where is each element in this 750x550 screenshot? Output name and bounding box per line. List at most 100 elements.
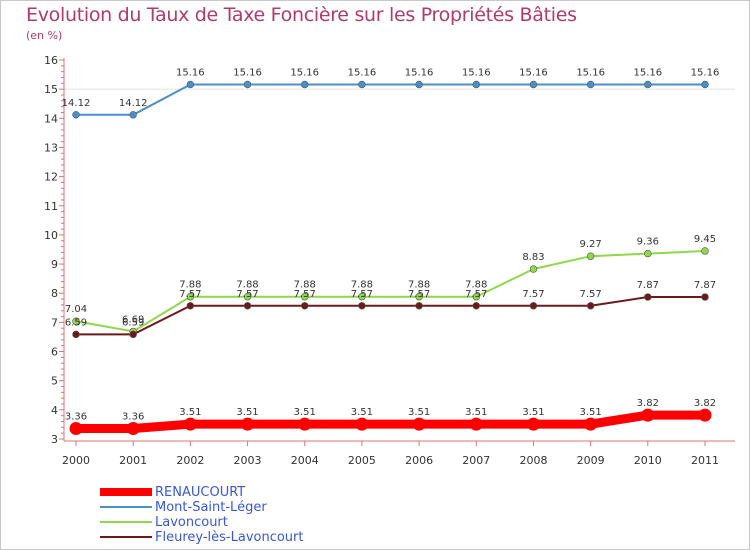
legend-swatch: [100, 506, 152, 508]
x-tick-label: 2001: [119, 454, 147, 467]
data-label: 3.51: [465, 407, 487, 418]
data-point: [186, 80, 195, 89]
y-tick-label: 11: [44, 200, 58, 213]
data-point: [412, 417, 426, 431]
data-point: [358, 80, 366, 89]
data-point: [586, 80, 595, 89]
chart-title: Evolution du Taux de Taxe Foncière sur l…: [26, 4, 577, 26]
data-label: 7.57: [236, 289, 258, 300]
data-point: [358, 302, 366, 310]
data-point: [358, 293, 366, 301]
y-tick-label: 7: [51, 316, 58, 329]
x-tick-label: 2011: [691, 454, 719, 467]
x-tick-label: 2002: [176, 454, 204, 467]
data-label: 7.57: [294, 289, 316, 300]
legend-label: Mont-Saint-Léger: [155, 500, 267, 515]
data-label: 7.88: [408, 280, 430, 291]
data-label: 3.51: [351, 407, 373, 418]
legend-swatch: [100, 536, 152, 538]
data-label: 7.87: [637, 280, 659, 291]
data-label: 9.27: [580, 239, 602, 250]
data-point: [701, 80, 709, 89]
data-point: [186, 302, 195, 310]
y-tick-label: 10: [44, 229, 58, 242]
data-label: 7.88: [351, 280, 373, 291]
data-point: [69, 422, 83, 436]
data-point: [472, 293, 480, 301]
data-point: [126, 422, 140, 436]
data-point: [301, 302, 309, 310]
series-line-renaucourt: [71, 410, 710, 434]
y-tick-label: 3: [51, 433, 58, 446]
y-tick-label: 16: [44, 54, 58, 67]
legend-swatch: [100, 521, 152, 523]
legend-label: Fleurey-lès-Lavoncourt: [155, 530, 304, 545]
data-point: [472, 302, 480, 310]
y-tick-label: 5: [51, 375, 58, 388]
data-point: [72, 317, 80, 325]
data-label: 3.82: [637, 398, 659, 409]
data-label: 14.12: [62, 98, 91, 109]
data-label: 15.16: [233, 67, 262, 78]
data-label: 8.83: [522, 252, 544, 263]
data-label: 3.51: [522, 407, 544, 418]
data-label: 6.69: [122, 314, 144, 325]
data-label: 7.88: [236, 280, 258, 291]
x-tick-label: 2003: [234, 454, 262, 467]
data-label: 7.57: [179, 289, 201, 300]
legend-swatch: [100, 488, 152, 496]
y-tick-label: 15: [44, 83, 58, 96]
x-tick-label: 2006: [405, 454, 433, 467]
data-point: [183, 417, 197, 431]
data-point: [355, 417, 369, 431]
legend-label: RENAUCOURT: [155, 485, 246, 500]
data-point: [529, 302, 538, 310]
data-point: [186, 293, 195, 301]
x-tick-label: 2008: [519, 454, 547, 467]
y-tick-label: 6: [51, 346, 58, 359]
data-point: [243, 80, 252, 89]
data-label: 6.59: [65, 317, 87, 328]
x-tick-label: 2007: [462, 454, 490, 467]
data-label: 3.36: [65, 412, 87, 423]
data-label: 6.59: [122, 317, 144, 328]
x-tick-label: 2005: [348, 454, 376, 467]
data-label: 7.04: [65, 304, 87, 315]
data-point: [298, 417, 312, 431]
data-point: [469, 417, 483, 431]
data-label: 3.51: [236, 407, 258, 418]
data-point: [301, 80, 309, 89]
data-point: [415, 302, 423, 310]
series-line-lavoncourt: [75, 249, 706, 333]
data-point: [243, 302, 252, 310]
data-label: 15.16: [462, 67, 491, 78]
data-point: [129, 330, 137, 339]
data-point: [644, 80, 652, 89]
data-label: 9.36: [637, 237, 659, 248]
x-tick-label: 2009: [577, 454, 605, 467]
data-label: 15.16: [290, 67, 319, 78]
x-tick-label: 2000: [62, 454, 90, 467]
data-label: 15.16: [576, 67, 605, 78]
data-label: 7.57: [351, 289, 373, 300]
chart-subtitle: (en %): [26, 29, 63, 42]
data-label: 14.12: [119, 98, 148, 109]
data-point: [415, 293, 423, 301]
data-label: 7.88: [179, 280, 201, 291]
data-label: 15.16: [691, 67, 720, 78]
data-label: 7.88: [294, 280, 316, 291]
data-point: [584, 417, 598, 431]
data-label: 7.57: [522, 289, 544, 300]
data-point: [644, 249, 652, 258]
y-tick-label: 13: [44, 141, 58, 154]
x-tick-label: 2010: [634, 454, 662, 467]
data-point: [701, 293, 709, 301]
legend-label: Lavoncourt: [155, 515, 228, 530]
data-point: [586, 302, 595, 310]
data-point: [529, 80, 538, 89]
data-point: [698, 408, 712, 422]
y-tick-label: 9: [51, 258, 58, 271]
data-label: 15.16: [633, 67, 662, 78]
